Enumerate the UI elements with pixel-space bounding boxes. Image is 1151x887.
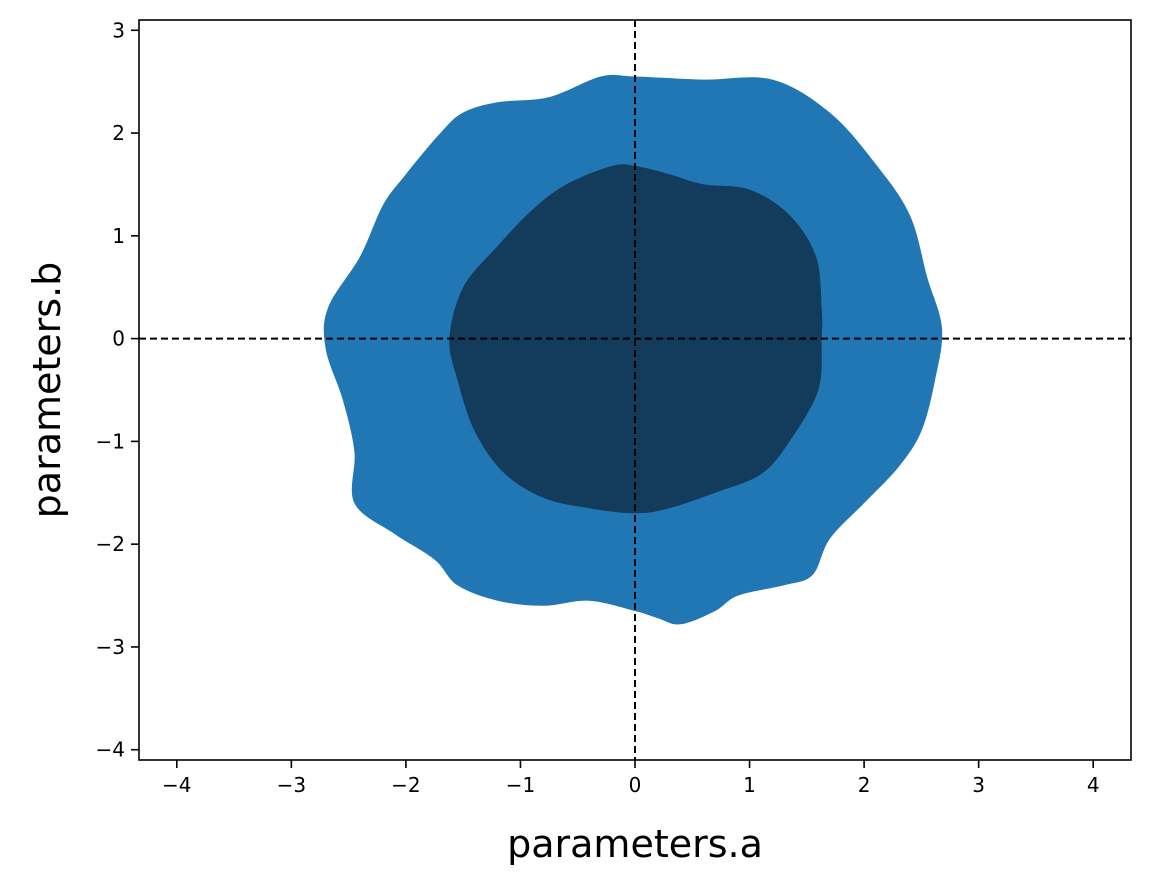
y-axis-ticks: −4 −3 −2 −1 0 1 2 3 bbox=[96, 18, 139, 762]
x-axis-ticks: −4 −3 −2 −1 0 1 2 3 4 bbox=[162, 760, 1100, 797]
contour-fills bbox=[323, 74, 943, 625]
y-tick-label: 0 bbox=[112, 327, 125, 351]
x-tick-label: −4 bbox=[162, 773, 191, 797]
x-tick-label: −1 bbox=[506, 773, 535, 797]
x-tick-label: −3 bbox=[277, 773, 306, 797]
y-tick-label: −3 bbox=[96, 635, 125, 659]
y-tick-label: −1 bbox=[96, 429, 125, 453]
y-tick-label: −4 bbox=[96, 738, 125, 762]
x-tick-label: 4 bbox=[1087, 773, 1100, 797]
y-tick-label: 2 bbox=[112, 121, 125, 145]
y-tick-label: 3 bbox=[112, 18, 125, 42]
y-tick-label: 1 bbox=[112, 224, 125, 248]
x-tick-label: −2 bbox=[391, 773, 420, 797]
x-axis-label: parameters.a bbox=[507, 822, 763, 866]
x-tick-label: 2 bbox=[858, 773, 871, 797]
x-tick-label: 3 bbox=[972, 773, 985, 797]
y-tick-label: −2 bbox=[96, 532, 125, 556]
x-tick-label: 1 bbox=[743, 773, 756, 797]
y-axis-label: parameters.b bbox=[25, 262, 69, 519]
reference-lines bbox=[139, 20, 1131, 760]
x-tick-label: 0 bbox=[629, 773, 642, 797]
